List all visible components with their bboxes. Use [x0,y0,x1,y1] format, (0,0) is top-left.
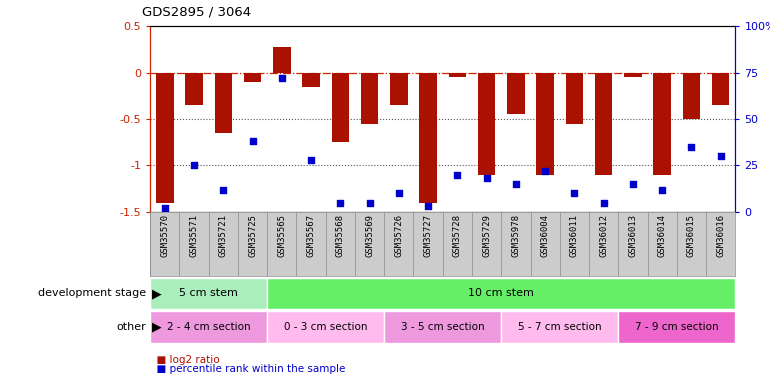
Text: GSM35729: GSM35729 [482,214,491,257]
Point [188,162,200,168]
Bar [332,73,349,142]
Text: GSM35567: GSM35567 [306,214,316,257]
Bar [267,278,735,309]
Point [510,181,522,187]
Bar [267,311,384,343]
Text: GSM36004: GSM36004 [541,214,550,257]
Text: GSM35721: GSM35721 [219,214,228,257]
Text: GSM36012: GSM36012 [599,214,608,257]
Bar [537,73,554,175]
Bar [507,73,524,114]
Text: GSM35728: GSM35728 [453,214,462,257]
Bar [683,73,700,119]
Point [627,181,639,187]
Bar [624,73,641,77]
Text: GSM35565: GSM35565 [277,214,286,257]
Bar [303,73,320,87]
Text: other: other [116,322,146,332]
Bar [186,73,203,105]
Text: GSM35978: GSM35978 [511,214,521,257]
Bar [712,73,729,105]
Point [159,205,171,211]
Bar [244,73,261,82]
Bar [595,73,612,175]
Bar [420,73,437,202]
Point [422,203,434,209]
Text: GSM35568: GSM35568 [336,214,345,257]
Text: ■ percentile rank within the sample: ■ percentile rank within the sample [150,364,346,374]
Point [393,190,405,196]
Bar [156,73,173,202]
Text: 3 - 5 cm section: 3 - 5 cm section [401,322,484,332]
Text: GSM36015: GSM36015 [687,214,696,257]
Bar [501,311,618,343]
Text: ▶: ▶ [148,321,162,334]
Text: GDS2895 / 3064: GDS2895 / 3064 [142,6,252,19]
Point [451,172,464,178]
Text: 0 - 3 cm section: 0 - 3 cm section [284,322,367,332]
Bar [384,311,501,343]
Bar [618,311,735,343]
Bar [478,73,495,175]
Text: GSM36014: GSM36014 [658,214,667,257]
Text: ▶: ▶ [148,287,162,300]
Text: development stage: development stage [38,288,146,298]
Text: GSM35725: GSM35725 [248,214,257,257]
Point [217,187,229,193]
Text: 7 - 9 cm section: 7 - 9 cm section [635,322,718,332]
Bar [449,73,466,77]
Bar [390,73,407,105]
Point [305,157,317,163]
Point [363,200,376,206]
Point [334,200,346,206]
Text: 2 - 4 cm section: 2 - 4 cm section [167,322,250,332]
Point [685,144,698,150]
Point [276,75,288,81]
Text: GSM36016: GSM36016 [716,214,725,257]
Text: ■ log2 ratio: ■ log2 ratio [150,355,219,365]
Text: GSM35569: GSM35569 [365,214,374,257]
Bar [150,311,267,343]
Bar [566,73,583,124]
Text: GSM36013: GSM36013 [628,214,638,257]
Point [598,200,610,206]
Bar [654,73,671,175]
Bar [215,73,232,133]
Bar [150,278,267,309]
Text: 5 - 7 cm section: 5 - 7 cm section [518,322,601,332]
Point [568,190,581,196]
Text: 5 cm stem: 5 cm stem [179,288,238,298]
Point [715,153,727,159]
Text: GSM35727: GSM35727 [424,214,433,257]
Point [480,176,493,181]
Text: GSM35571: GSM35571 [189,214,199,257]
Text: GSM35726: GSM35726 [394,214,403,257]
Point [656,187,668,193]
Text: GSM35570: GSM35570 [160,214,169,257]
Text: GSM36011: GSM36011 [570,214,579,257]
Point [246,138,259,144]
Bar [273,46,290,73]
Bar [361,73,378,124]
Point [539,168,551,174]
Text: 10 cm stem: 10 cm stem [468,288,534,298]
